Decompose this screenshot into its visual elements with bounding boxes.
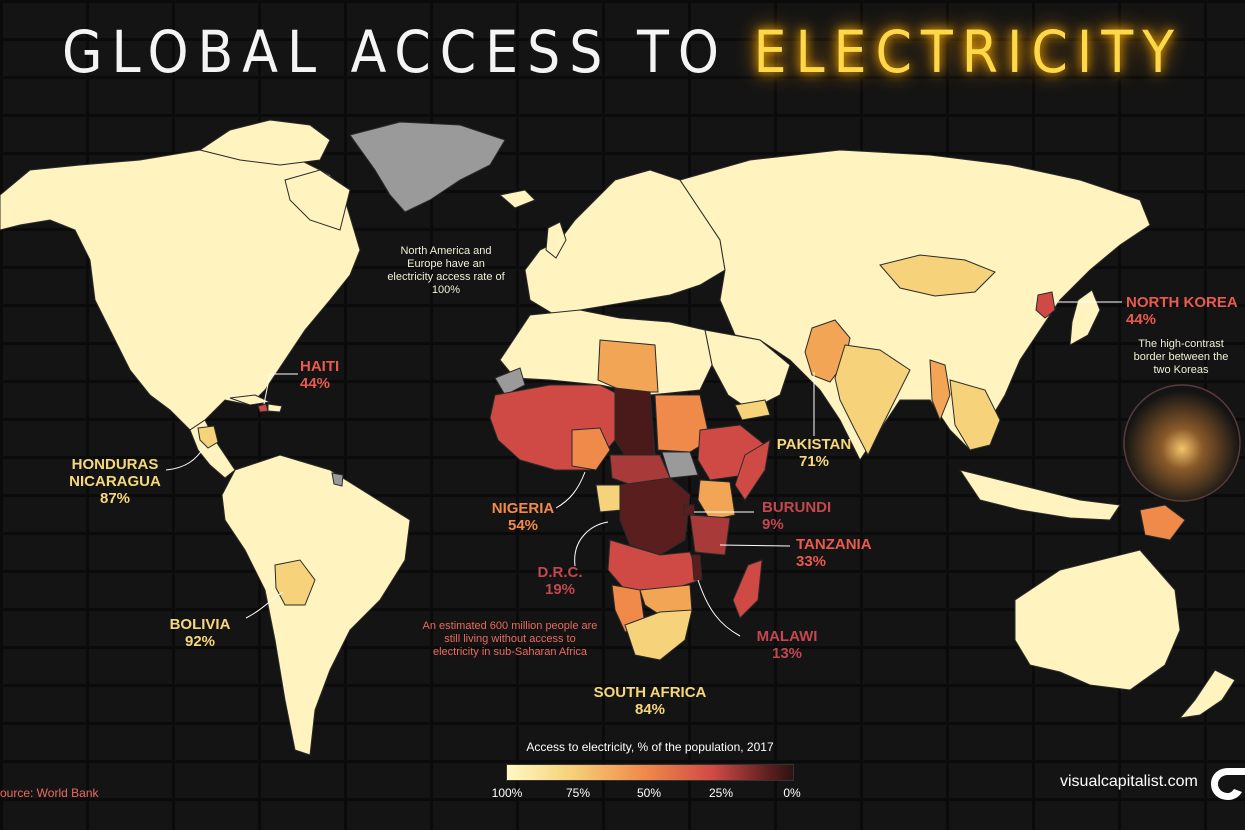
burundi-name: BURUNDI [762, 499, 832, 516]
honduras-nicaragua-value: 87% [99, 490, 131, 507]
leader-line-bolivia [245, 591, 284, 619]
leader-line-malawi [697, 579, 741, 637]
page-title: GLOBAL ACCESS TO ELECTRICITY [0, 18, 1245, 86]
south-africa-value: 84% [634, 701, 666, 718]
brand-wordmark: visualcapitalist.com [1060, 773, 1198, 790]
leader-line-tanzania [719, 544, 791, 547]
baffin-island [284, 169, 351, 231]
western-sahara [494, 367, 526, 396]
nigeria-name: NIGERIA [491, 500, 555, 517]
somalia [734, 439, 771, 501]
honduras-nicaragua [197, 425, 219, 449]
south-america [221, 454, 411, 756]
label-north-korea: NORTH KOREA 44% [1126, 294, 1238, 328]
title-part2: ELECTRICITY [753, 18, 1183, 86]
note-north-america-europe: North America and Europe have an electri… [387, 245, 505, 296]
label-burundi: BURUNDI 9% [762, 499, 831, 533]
indonesia [958, 469, 1121, 521]
drc [619, 477, 691, 556]
drc-value: 19% [544, 581, 576, 598]
leader-lines [165, 301, 1122, 637]
great-britain [545, 221, 567, 259]
burundi [683, 504, 695, 516]
south-africa-name: SOUTH AFRICA [593, 684, 707, 701]
label-drc: D.R.C. 19% [525, 564, 595, 598]
bolivia-name: BOLIVIA [169, 616, 231, 633]
india [834, 344, 911, 457]
myanmar [929, 359, 951, 422]
note-sub-saharan: An estimated 600 million people are stil… [422, 620, 598, 658]
bolivia [274, 559, 316, 606]
nigeria-value: 54% [507, 517, 539, 534]
southeast-asia [949, 379, 1001, 451]
iceland [498, 189, 536, 209]
nigeria [571, 427, 611, 471]
chad [614, 387, 656, 461]
title-part1: GLOBAL ACCESS TO [62, 18, 728, 86]
canada-arctic-islands [198, 119, 331, 166]
korea-night-lights-inset [1123, 384, 1241, 502]
cameroon-gabon [595, 484, 623, 513]
legend-tick-25: 25% [708, 786, 734, 800]
source-credit: ource: World Bank [0, 786, 99, 800]
pakistan-value: 71% [798, 453, 830, 470]
label-bolivia: BOLIVIA 92% [160, 616, 240, 650]
haiti-value: 44% [300, 375, 331, 392]
label-haiti: HAITI 44% [300, 358, 339, 392]
greenland [349, 121, 506, 213]
leader-line-nigeria [555, 471, 586, 509]
label-nigeria: NIGERIA 54% [468, 500, 578, 534]
note-korea-border: The high-contrast border between the two… [1133, 338, 1229, 376]
north-korea-value: 44% [1126, 311, 1157, 328]
north-korea [1035, 291, 1056, 319]
burundi-value: 9% [762, 516, 784, 533]
pakistan-name: PAKISTAN [776, 436, 852, 453]
japan [1069, 289, 1101, 346]
legend-tick-100: 100% [491, 786, 523, 800]
bolivia-value: 92% [184, 633, 216, 650]
label-tanzania: TANZANIA 33% [796, 536, 872, 570]
haiti [257, 403, 269, 413]
legend-title: Access to electricity, % of the populati… [526, 740, 774, 754]
new-zealand [1178, 669, 1236, 719]
tanzania-value: 33% [796, 553, 827, 570]
honduras-nicaragua-name: HONDURAS NICARAGUA [69, 456, 161, 490]
south-sudan [661, 451, 699, 479]
tanzania [689, 514, 731, 556]
cuba [229, 394, 272, 406]
malawi-value: 13% [771, 645, 803, 662]
tanzania-name: TANZANIA [796, 536, 872, 553]
mongolia [879, 254, 996, 297]
label-pakistan: PAKISTAN 71% [764, 436, 864, 470]
french-guiana [331, 472, 344, 487]
dominican-republic [267, 403, 283, 413]
label-honduras-nicaragua: HONDURAS NICARAGUA 87% [55, 456, 175, 507]
australia [1014, 549, 1181, 691]
malawi [691, 554, 703, 581]
madagascar [732, 559, 763, 619]
brand-logo-icon [1211, 768, 1245, 800]
legend-color-scale [506, 764, 794, 781]
leader-line-honduras [165, 445, 206, 471]
papua-new-guinea [1139, 504, 1186, 541]
leader-line-drc [574, 521, 609, 567]
label-malawi: MALAWI 13% [752, 628, 822, 662]
kenya [697, 479, 736, 521]
haiti-name: HAITI [300, 358, 340, 375]
label-south-africa: SOUTH AFRICA 84% [580, 684, 720, 718]
leader-line-haiti [263, 373, 298, 405]
legend-tick-75: 75% [565, 786, 591, 800]
north-korea-name: NORTH KOREA [1126, 294, 1238, 311]
yemen [734, 399, 771, 421]
legend-tick-0: 0% [783, 786, 801, 800]
south-africa [624, 609, 693, 661]
legend-tick-50: 50% [636, 786, 662, 800]
malawi-name: MALAWI [756, 628, 818, 645]
libya [597, 339, 659, 393]
drc-name: D.R.C. [537, 564, 583, 581]
